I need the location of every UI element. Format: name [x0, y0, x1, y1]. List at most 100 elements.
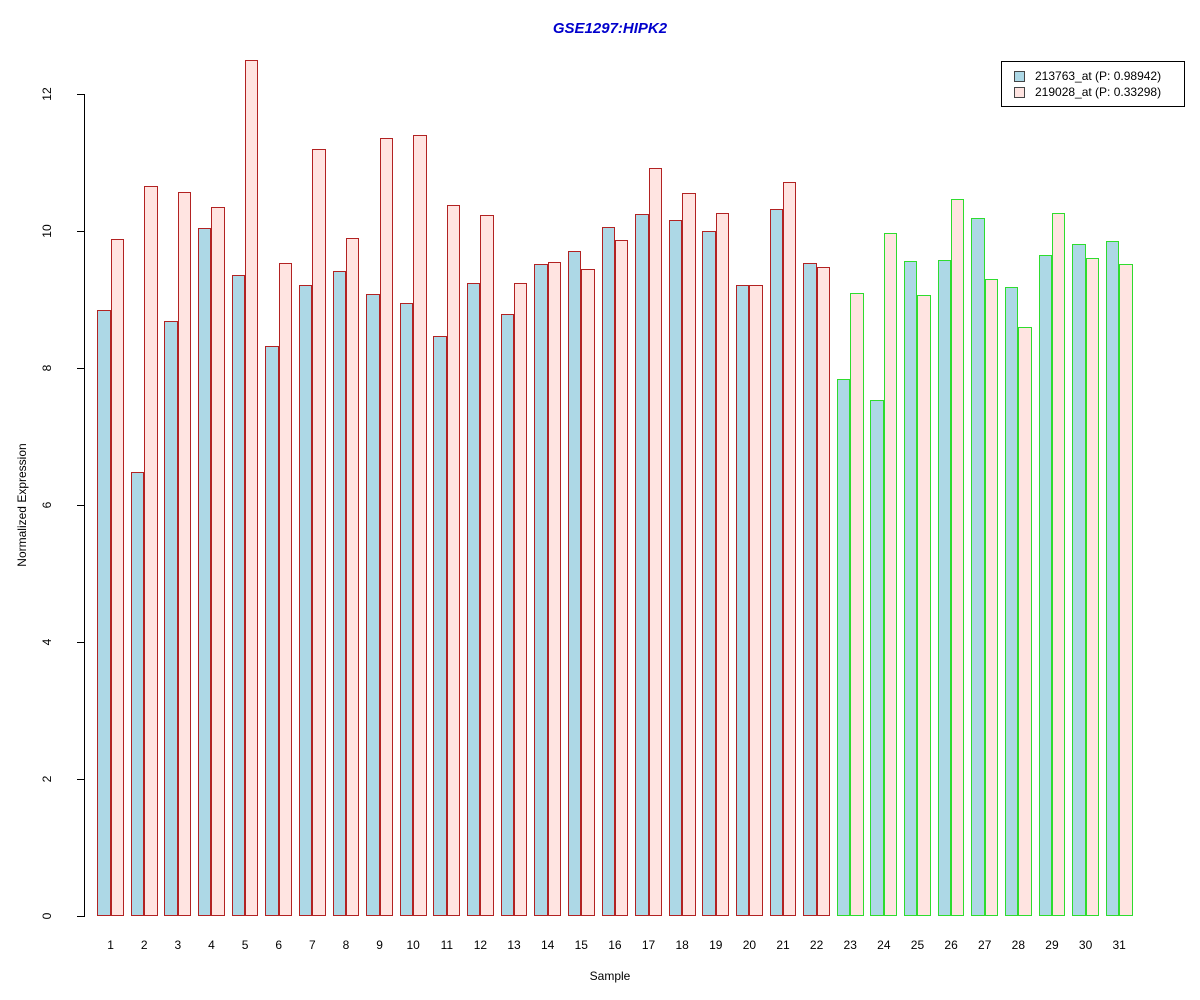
y-axis-tick	[77, 505, 84, 507]
y-axis-tick-label: 10	[40, 224, 54, 239]
x-axis-tick-label: 18	[675, 938, 689, 952]
y-axis-tick	[77, 231, 84, 233]
bar-sample28-series1	[1004, 286, 1019, 916]
x-axis-tick-label: 26	[944, 938, 958, 952]
bar-sample21-series1	[769, 208, 783, 916]
bar-sample26-series1	[937, 260, 952, 916]
x-axis-tick-label: 12	[473, 938, 488, 952]
y-axis-tick-label: 12	[40, 87, 54, 102]
x-axis-tick-label: 25	[910, 938, 925, 952]
bar-sample27-series1	[971, 217, 985, 916]
x-axis-tick-label: 29	[1045, 938, 1059, 952]
x-axis-tick-label: 6	[275, 938, 283, 952]
x-axis-tick-label: 10	[406, 938, 420, 952]
x-axis-tick-label: 20	[742, 938, 757, 952]
legend-entry: 213763_at (P: 0.98942)	[1010, 68, 1176, 84]
x-axis-tick-label: 2	[140, 938, 148, 952]
bar-sample19-series1	[702, 230, 716, 916]
x-axis-tick-label: 19	[709, 938, 723, 952]
bar-sample18-series1	[668, 220, 683, 916]
bar-sample30-series1	[1072, 243, 1086, 916]
bar-sample1-series1	[97, 310, 111, 916]
bar-sample20-series1	[735, 285, 750, 916]
y-axis-title: Normalized Expression	[15, 443, 29, 567]
legend-box: 213763_at (P: 0.98942) 219028_at (P: 0.33…	[1001, 61, 1185, 107]
bar-sample10-series1	[399, 302, 414, 916]
bar-sample7-series1	[298, 284, 313, 916]
bar-sample25-series1	[904, 260, 918, 916]
bar-sample8-series1	[332, 271, 346, 916]
x-axis-tick-label: 7	[308, 938, 316, 952]
x-axis-tick-label: 8	[342, 938, 350, 952]
legend-entry: 219028_at (P: 0.33298)	[1010, 84, 1176, 100]
x-axis-tick-label: 1	[107, 938, 114, 952]
x-axis-tick-label: 21	[776, 938, 790, 952]
y-axis-tick	[77, 94, 84, 96]
bar-sample28-series2	[1018, 326, 1032, 916]
x-axis-tick-label: 22	[809, 938, 824, 952]
x-axis-tick-label: 14	[540, 938, 555, 952]
bar-sample5-series2	[245, 60, 259, 916]
y-axis-tick-label: 4	[40, 638, 54, 646]
bar-sample15-series1	[567, 251, 582, 916]
x-axis-tick-label: 4	[208, 938, 215, 952]
bar-sample29-series2	[1051, 212, 1066, 916]
bar-sample29-series1	[1038, 255, 1052, 916]
bar-sample6-series1	[265, 345, 279, 916]
x-axis-tick-label: 27	[978, 938, 992, 952]
bar-sample14-series2	[547, 261, 562, 916]
bar-sample27-series2	[984, 278, 999, 916]
bar-sample19-series2	[715, 212, 730, 916]
bar-sample22-series2	[816, 266, 830, 916]
x-axis-tick-label: 15	[574, 938, 588, 952]
bar-sample3-series2	[177, 191, 192, 916]
bar-sample24-series2	[883, 233, 898, 916]
y-axis-tick	[77, 916, 84, 917]
bar-sample8-series2	[345, 238, 360, 916]
y-axis-line	[84, 94, 85, 917]
bar-sample12-series1	[467, 282, 481, 916]
y-axis-tick	[77, 368, 84, 370]
legend-swatch-icon	[1014, 86, 1025, 98]
x-axis-tick-label: 30	[1078, 938, 1093, 952]
bar-sample16-series1	[601, 227, 615, 916]
bar-sample12-series2	[480, 214, 494, 916]
bar-sample15-series2	[581, 269, 595, 916]
legend-label: 213763_at (P: 0.98942)	[1035, 69, 1162, 83]
x-axis-tick-label: 17	[641, 938, 656, 952]
bar-sample2-series2	[144, 185, 158, 916]
x-axis-title: Sample	[589, 969, 631, 983]
y-axis-tick	[77, 779, 84, 781]
bar-sample25-series2	[917, 295, 931, 916]
x-axis-tick-label: 24	[877, 938, 891, 952]
x-axis-tick-label: 31	[1112, 938, 1126, 952]
bar-sample11-series1	[433, 336, 447, 916]
bar-sample6-series2	[278, 262, 293, 916]
bar-sample14-series1	[534, 264, 548, 916]
bar-sample23-series1	[836, 379, 851, 916]
x-axis-tick-label: 3	[174, 938, 182, 952]
bar-sample16-series2	[614, 239, 629, 916]
bar-sample3-series1	[164, 321, 178, 916]
bar-sample31-series2	[1119, 264, 1133, 916]
y-axis-tick-label: 6	[40, 501, 54, 509]
legend-label: 219028_at (P: 0.33298)	[1035, 85, 1162, 99]
bar-sample13-series1	[500, 314, 515, 916]
x-axis-tick-label: 28	[1011, 938, 1025, 952]
x-axis-tick-label: 11	[440, 938, 454, 952]
y-axis-tick-label: 0	[40, 912, 54, 920]
bar-sample31-series1	[1105, 240, 1120, 916]
bar-sample26-series2	[951, 199, 965, 916]
legend-swatch-icon	[1014, 70, 1025, 82]
bar-sample9-series2	[379, 137, 393, 916]
bar-sample22-series1	[803, 262, 817, 916]
chart-title: GSE1297:HIPK2	[552, 20, 668, 37]
bar-sample30-series2	[1085, 258, 1099, 916]
bar-sample20-series2	[749, 285, 763, 916]
x-axis-tick-label: 23	[843, 938, 857, 952]
x-axis-tick-label: 5	[241, 938, 249, 952]
y-axis-tick-label: 8	[40, 364, 54, 372]
bar-sample10-series2	[413, 134, 427, 916]
x-axis-tick-label: 16	[608, 938, 622, 952]
